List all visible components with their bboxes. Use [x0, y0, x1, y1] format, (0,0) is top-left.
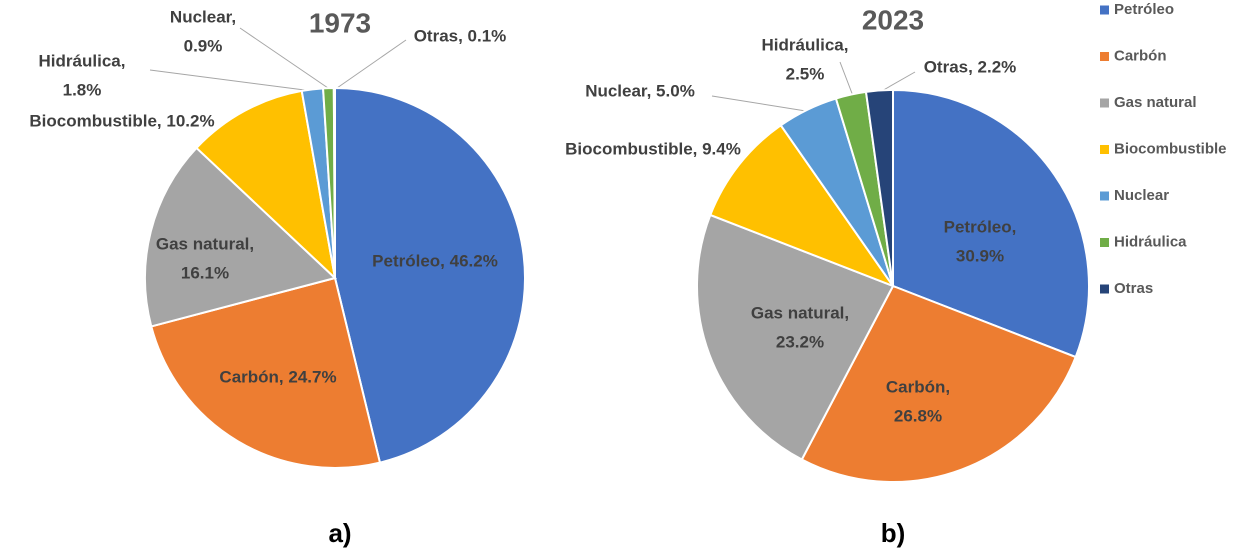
data-label: Biocombustible, 9.4% — [565, 139, 741, 158]
pie-slice — [696, 213, 895, 461]
leader-line — [336, 39, 407, 89]
data-label: Otras, 2.2% — [924, 57, 1017, 76]
data-label: Gas natural, — [751, 303, 849, 322]
data-label: 26.8% — [894, 406, 942, 425]
legend-label: Petróleo — [1114, 1, 1174, 18]
pie-slice — [144, 146, 338, 328]
pie-slice — [150, 276, 382, 469]
data-label: 1.8% — [63, 80, 102, 99]
chart-subtitle: b) — [881, 518, 906, 548]
data-label: 0.9% — [184, 36, 223, 55]
legend-swatch — [1100, 145, 1109, 154]
data-label: Hidráulica, — [39, 51, 126, 70]
legend-swatch — [1100, 284, 1109, 294]
data-label: Nuclear, — [170, 7, 236, 26]
leader-lines — [149, 27, 916, 113]
chart-title: 2023 — [862, 4, 924, 35]
pie-slice — [195, 89, 337, 281]
legend-label: Hidráulica — [1114, 233, 1187, 250]
legend-swatch — [1100, 238, 1109, 247]
legend-label: Gas natural — [1114, 94, 1197, 111]
data-label: Hidráulica, — [762, 35, 849, 54]
pie-slice — [892, 88, 1090, 359]
legend-label: Otras — [1114, 280, 1153, 297]
leader-line — [711, 95, 813, 113]
data-label: Nuclear, 5.0% — [585, 81, 695, 100]
pie-slice — [864, 88, 894, 287]
data-label: Carbón, — [886, 377, 950, 396]
leader-line — [149, 69, 321, 93]
data-label: Gas natural, — [156, 234, 254, 253]
chart-subtitle: a) — [328, 518, 351, 548]
data-label: Petróleo, — [944, 217, 1017, 236]
leader-line — [239, 27, 329, 89]
leader-line — [879, 71, 916, 93]
pie-slice — [332, 86, 336, 279]
data-label: Petróleo, 46.2% — [372, 251, 498, 270]
data-label: 30.9% — [956, 246, 1004, 265]
leader-line — [839, 61, 854, 97]
pie-slice — [334, 86, 526, 464]
legend-swatch — [1100, 191, 1109, 201]
legend-label: Carbón — [1114, 47, 1167, 64]
chart-title: 1973 — [309, 7, 371, 38]
legend-label: Biocombustible — [1114, 140, 1227, 157]
data-label: 16.1% — [181, 263, 229, 282]
data-label: 2.5% — [786, 64, 825, 83]
legend-swatch — [1100, 52, 1109, 61]
data-label: Carbón, 24.7% — [219, 367, 336, 386]
pie-slice — [709, 123, 896, 289]
legend-label: Nuclear — [1114, 187, 1169, 204]
pie-slice — [800, 284, 1077, 483]
legend-swatch — [1100, 98, 1109, 108]
data-label: Otras, 0.1% — [414, 26, 507, 45]
data-label: 23.2% — [776, 332, 824, 351]
legend: Petróleo Carbón Gas natural Biocombustible N… — [1100, 1, 1227, 297]
legend-swatch — [1100, 5, 1109, 15]
data-label: Biocombustible, 10.2% — [29, 111, 214, 130]
